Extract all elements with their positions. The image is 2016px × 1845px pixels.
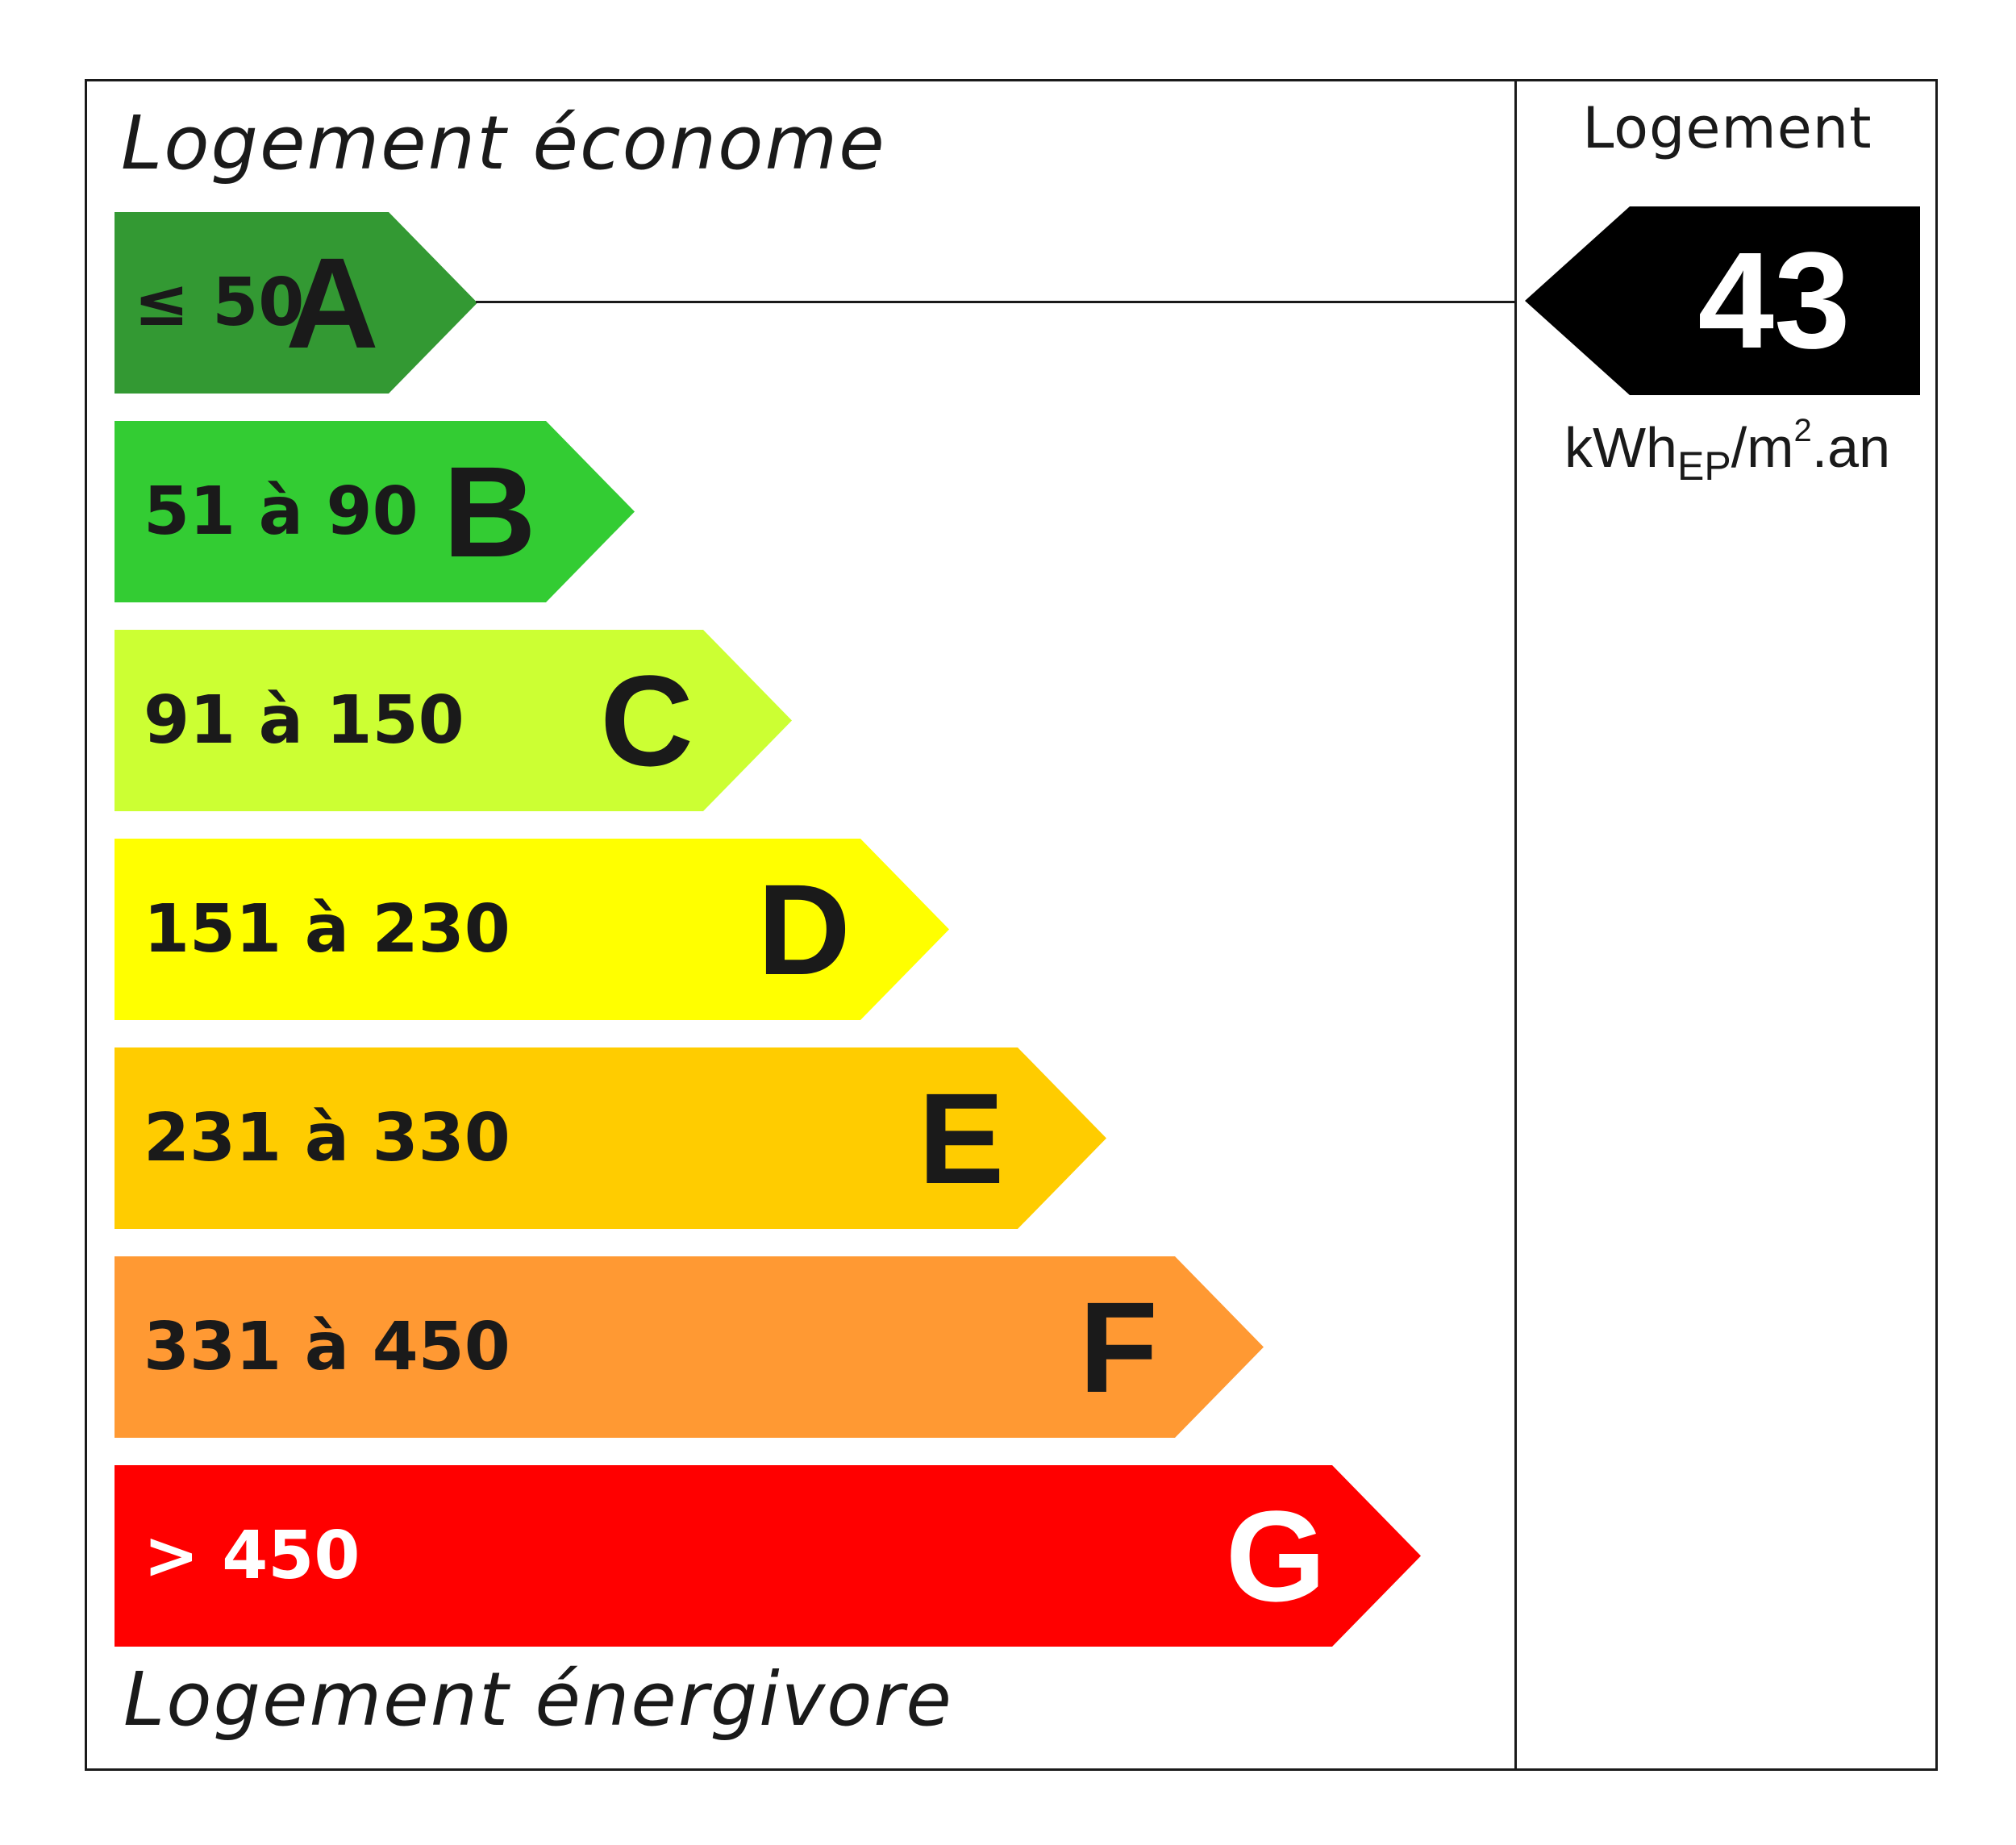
energy-class-arrow (115, 212, 477, 394)
energy-class-arrow-shape (115, 1465, 1421, 1647)
energy-class-a: ≤ 50 A (115, 212, 477, 394)
energy-class-d: 151 à 230 D (115, 839, 949, 1020)
energy-class-arrow (115, 630, 792, 811)
energy-class-arrow-shape (115, 1047, 1106, 1229)
top-heading: Logement économe (121, 100, 886, 186)
energy-class-f: 331 à 450 F (115, 1256, 1264, 1438)
energy-class-range: 231 à 330 (144, 1100, 510, 1177)
column-title: Logement (1582, 95, 1872, 161)
energy-class-range: 151 à 230 (144, 891, 510, 968)
energy-class-e: 231 à 330 E (115, 1047, 1106, 1229)
energy-class-letter: G (1225, 1484, 1327, 1628)
energy-class-letter: A (285, 231, 379, 375)
energy-class-arrow (115, 421, 635, 602)
energy-class-letter: F (1079, 1275, 1158, 1419)
energy-class-letter: E (918, 1066, 1005, 1210)
bottom-heading: Logement énergivore (123, 1656, 953, 1743)
energy-class-arrow-shape (115, 212, 477, 394)
consumption-value: 43 (1697, 224, 1851, 377)
energy-class-arrow-shape (115, 1256, 1264, 1438)
energy-class-arrow (115, 1047, 1106, 1229)
label-frame (85, 79, 1938, 1771)
energy-class-c: 91 à 150 C (115, 630, 792, 811)
unit-suffix: .an (1811, 416, 1891, 479)
unit-label: kWhEP/m2.an (1517, 413, 1938, 489)
energy-class-letter: C (600, 648, 694, 793)
column-divider (1514, 79, 1517, 1771)
energy-class-arrow (115, 1465, 1421, 1647)
energy-class-range: 51 à 90 (144, 473, 419, 550)
energy-class-arrow (115, 1256, 1264, 1438)
energy-class-b: 51 à 90 B (115, 421, 635, 602)
energy-class-letter: D (757, 857, 851, 1002)
energy-class-range: ≤ 50 (134, 264, 305, 341)
unit-subscript: EP (1677, 444, 1731, 489)
energy-class-arrow-shape (115, 630, 792, 811)
unit-main: kWh (1564, 416, 1677, 479)
unit-superscript: 2 (1793, 413, 1812, 448)
energy-class-arrow-shape (115, 839, 949, 1020)
leader-line (476, 301, 1516, 303)
unit-per-m: /m (1731, 416, 1794, 479)
energy-class-g: > 450 G (115, 1465, 1421, 1647)
energy-class-letter: B (443, 439, 536, 584)
energy-class-arrow-shape (115, 421, 635, 602)
energy-class-range: > 450 (144, 1518, 360, 1594)
energy-class-range: 331 à 450 (144, 1309, 510, 1385)
value-badge (1525, 206, 1920, 395)
energy-class-range: 91 à 150 (144, 682, 464, 759)
energy-class-arrow (115, 839, 949, 1020)
